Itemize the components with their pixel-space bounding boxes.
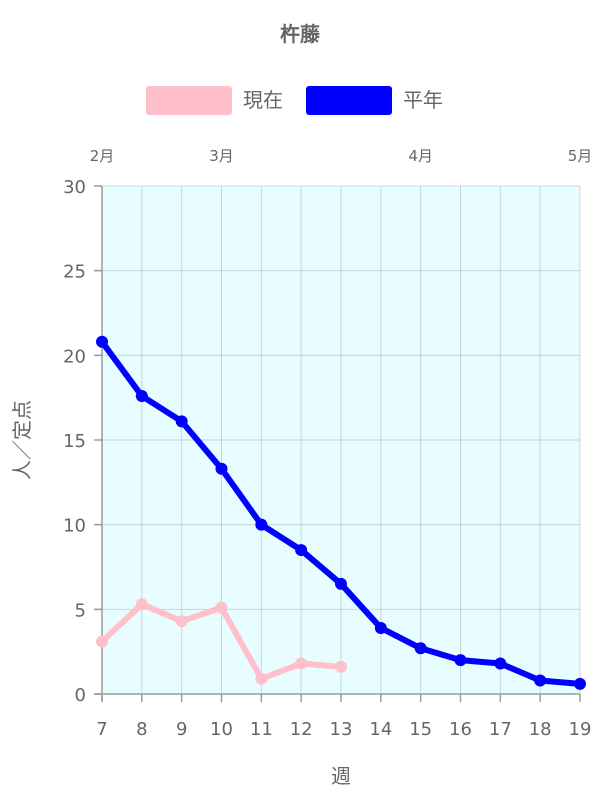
grid [102, 185, 581, 694]
series-1-point-1 [135, 389, 148, 402]
series-1-point-10 [494, 657, 507, 670]
x-tick-label-10: 17 [489, 719, 512, 740]
legend[interactable]: 現在 平年 [146, 86, 443, 115]
series-0-point-6 [335, 660, 347, 673]
x-tick-label-1: 8 [136, 719, 147, 740]
series-0-point-1 [135, 598, 148, 611]
series-1-point-5 [295, 544, 308, 557]
chart-title: 杵藤 [280, 22, 321, 46]
series-1-point-11 [534, 674, 547, 687]
y-tick-label-1: 5 [75, 600, 86, 621]
axes [94, 185, 581, 702]
x-tick-label-0: 7 [96, 719, 107, 740]
series-1-point-2 [175, 415, 188, 428]
series-1-point-8 [414, 642, 427, 655]
x-tick-label-5: 12 [290, 719, 313, 740]
x-tick-label-12: 19 [569, 719, 592, 740]
x-tick-label-3: 10 [210, 719, 233, 740]
month-label-3: 5月 [568, 147, 593, 165]
series-0-point-5 [295, 657, 308, 670]
y-tick-label-6: 30 [63, 177, 86, 198]
month-labels: 2月 3月 4月 5月 [90, 147, 593, 165]
series-1-point-0 [96, 335, 108, 348]
y-tick-label-4: 20 [63, 346, 86, 367]
series-0-point-0 [96, 635, 108, 648]
legend-label-0: 現在 [243, 88, 283, 112]
series-0-point-2 [175, 615, 188, 628]
legend-label-1: 平年 [403, 88, 443, 112]
series-1-point-3 [215, 462, 228, 475]
series-1-point-4 [255, 518, 268, 531]
legend-swatch-1 [306, 86, 392, 115]
x-tick-label-11: 18 [529, 719, 552, 740]
series-0-point-3 [215, 601, 228, 614]
y-tick-label-3: 15 [63, 431, 86, 452]
series-1-point-6 [335, 577, 347, 590]
x-axis-ticks: 7 8 9 10 11 12 13 14 15 16 17 18 19 [96, 719, 591, 740]
y-axis-ticks: 0 5 10 15 20 25 30 [63, 177, 86, 706]
y-tick-label-0: 0 [75, 685, 86, 706]
month-label-0: 2月 [90, 147, 115, 165]
x-tick-label-8: 15 [409, 719, 432, 740]
x-tick-label-2: 9 [176, 719, 187, 740]
x-axis-title: 週 [331, 764, 351, 788]
series-layer [96, 335, 586, 690]
month-label-2: 4月 [408, 147, 433, 165]
month-label-1: 3月 [209, 147, 234, 165]
series-0-point-4 [255, 672, 268, 685]
x-tick-label-4: 11 [250, 719, 273, 740]
plot-area [102, 186, 580, 694]
x-tick-label-6: 13 [330, 719, 353, 740]
y-tick-label-2: 10 [63, 516, 86, 537]
series-1-point-9 [454, 654, 467, 667]
series-1-point-12 [574, 677, 586, 690]
x-tick-label-9: 16 [449, 719, 472, 740]
x-tick-label-7: 14 [369, 719, 392, 740]
legend-swatch-0 [146, 86, 232, 115]
series-1-point-7 [374, 621, 387, 634]
y-axis-title: 人／定点 [10, 400, 34, 480]
y-tick-label-5: 25 [63, 262, 86, 283]
